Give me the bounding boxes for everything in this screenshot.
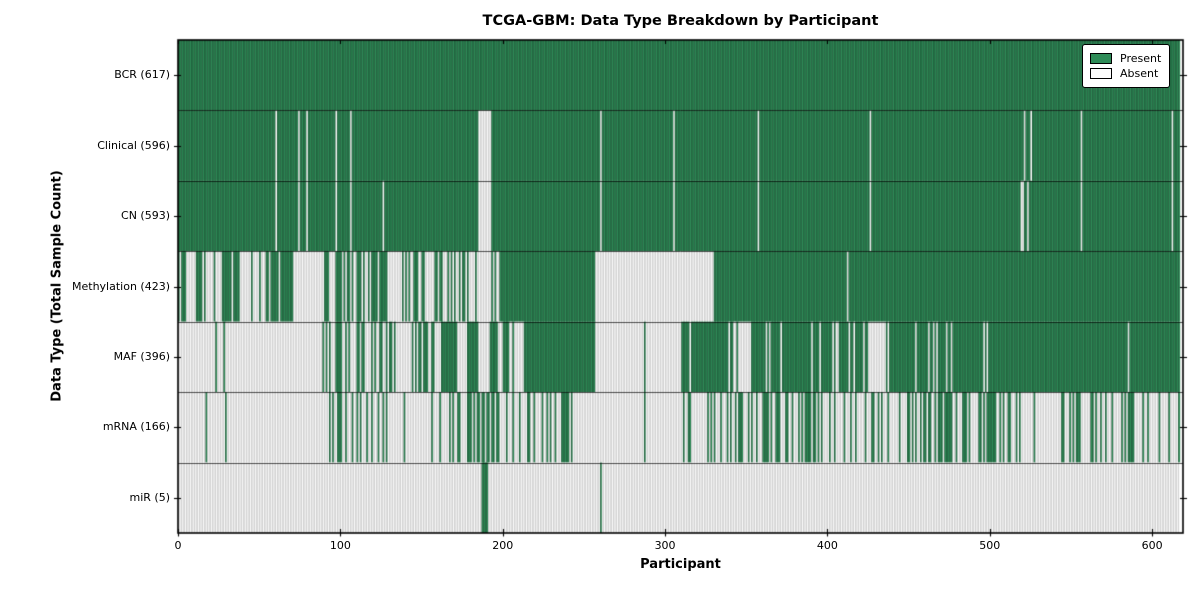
legend: Present Absent <box>1082 44 1171 88</box>
x-tick-label-0: 0 <box>174 539 182 552</box>
y-tick-label-maf: MAF (396) <box>113 349 170 363</box>
x-axis-label: Participant <box>640 557 721 572</box>
x-tick-label-100: 100 <box>329 539 351 552</box>
chart-title: TCGA-GBM: Data Type Breakdown by Partici… <box>482 13 879 29</box>
x-tick-label-500: 500 <box>979 539 1001 552</box>
legend-absent-label: Absent <box>1120 67 1159 80</box>
y-tick-label-cn: CN (593) <box>121 209 170 223</box>
x-tick-label-600: 600 <box>1141 539 1163 552</box>
y-tick-label-bcr: BCR (617) <box>114 68 170 82</box>
x-tick-label-400: 400 <box>816 539 838 552</box>
y-tick-label-mrna: mRNA (166) <box>102 420 170 434</box>
legend-entry-absent: Absent <box>1090 67 1161 80</box>
x-tick-label-300: 300 <box>654 539 676 552</box>
x-tick-label-200: 200 <box>492 539 514 552</box>
legend-entry-present: Present <box>1090 52 1161 65</box>
legend-absent-swatch <box>1090 68 1112 79</box>
legend-present-swatch <box>1090 53 1112 64</box>
legend-present-label: Present <box>1120 52 1162 65</box>
y-tick-label-methylation: Methylation (423) <box>72 279 170 293</box>
y-tick-label-clinical: Clinical (596) <box>97 138 170 152</box>
y-tick-label-mir: miR (5) <box>129 490 171 504</box>
